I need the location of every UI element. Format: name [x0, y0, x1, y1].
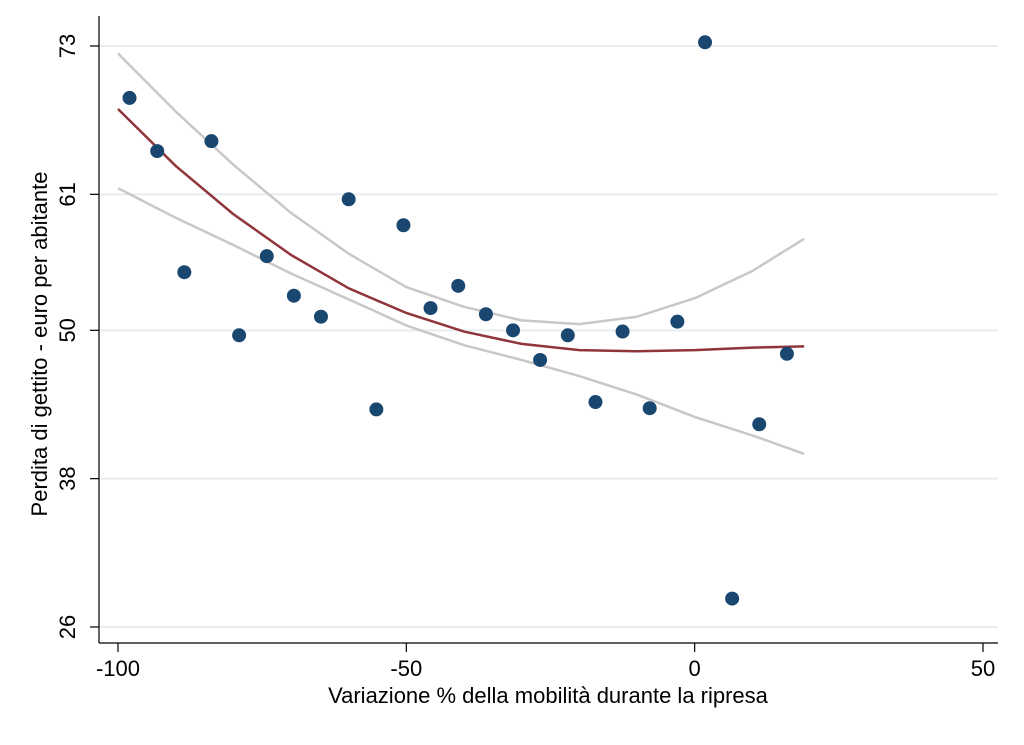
grid [99, 45, 998, 628]
scatter-point [725, 591, 740, 606]
scatter-point [506, 323, 521, 338]
scatter-point [670, 314, 685, 329]
axes [98, 16, 998, 644]
scatter-point [232, 328, 247, 343]
scatter-point [341, 192, 356, 207]
x-axis-title: Variazione % della mobilità durante la r… [328, 683, 769, 708]
ci-lower-line [117, 187, 805, 456]
scatter-point [122, 90, 137, 105]
x-tick-label: -50 [390, 656, 422, 681]
scatter-point [396, 218, 411, 233]
scatter-point [204, 134, 219, 149]
x-tick-label: 50 [971, 656, 995, 681]
scatter-point [177, 265, 192, 280]
scatter-point [259, 249, 274, 264]
x-tick-label: -100 [96, 656, 140, 681]
y-tick-label: 73 [55, 34, 80, 58]
scatter-point [533, 352, 548, 367]
scatter-point [451, 278, 466, 293]
scatter-point [779, 346, 794, 361]
y-tick-label: 38 [55, 466, 80, 490]
scatter-point [615, 324, 630, 339]
fit-line [117, 108, 805, 353]
scatter-point [286, 288, 301, 303]
scatter-point [642, 401, 657, 416]
ticks: 26 38 50 61 73 -100 -50 0 50 [55, 34, 995, 681]
y-tick-label: 26 [55, 615, 80, 639]
scatter-point [150, 144, 165, 159]
scatter-point [369, 402, 384, 417]
y-axis-title: Perdita di gettito - euro per abitante [27, 172, 52, 517]
scatter-point [560, 328, 575, 343]
fit-line-layer [117, 108, 805, 353]
confidence-band [117, 52, 805, 456]
scatter-point [588, 395, 603, 410]
x-tick-label: 0 [689, 656, 701, 681]
y-tick-label: 50 [55, 318, 80, 342]
scatter-point [752, 417, 767, 432]
scatter-points [122, 35, 794, 606]
scatter-point [698, 35, 713, 50]
scatter-point [478, 307, 493, 322]
scatter-point [423, 301, 438, 316]
scatter-point [313, 309, 328, 324]
ci-upper-line [117, 52, 805, 326]
y-tick-label: 61 [55, 182, 80, 206]
